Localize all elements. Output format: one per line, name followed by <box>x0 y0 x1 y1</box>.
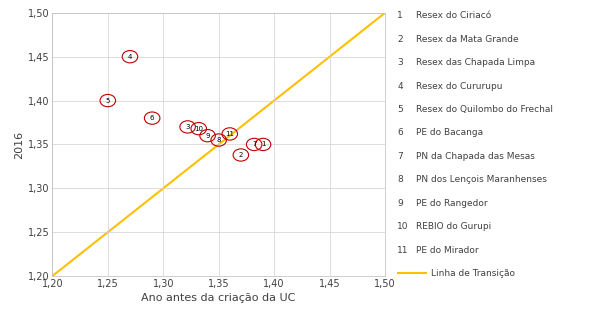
Text: 7: 7 <box>397 152 403 161</box>
Text: 3: 3 <box>185 124 190 130</box>
Text: Resex da Mata Grande: Resex da Mata Grande <box>416 35 519 44</box>
Text: 5: 5 <box>397 105 403 114</box>
Text: PE do Bacanga: PE do Bacanga <box>416 128 483 137</box>
X-axis label: Ano antes da criação da UC: Ano antes da criação da UC <box>142 293 296 303</box>
Text: 4: 4 <box>397 82 403 91</box>
Text: 10: 10 <box>397 222 409 231</box>
Text: 9: 9 <box>205 133 210 139</box>
Text: PE do Rangedor: PE do Rangedor <box>416 199 487 208</box>
Text: 4: 4 <box>128 54 132 60</box>
Text: Resex das Chapada Limpa: Resex das Chapada Limpa <box>416 58 535 67</box>
Text: Resex do Cururupu: Resex do Cururupu <box>416 82 502 91</box>
Text: REBIO do Gurupi: REBIO do Gurupi <box>416 222 491 231</box>
Y-axis label: 2016: 2016 <box>14 130 23 159</box>
Text: PN da Chapada das Mesas: PN da Chapada das Mesas <box>416 152 535 161</box>
Text: 8: 8 <box>216 137 221 143</box>
Text: 2: 2 <box>238 152 243 158</box>
Text: 3: 3 <box>397 58 403 67</box>
Text: 9: 9 <box>397 199 403 208</box>
Text: 10: 10 <box>194 126 203 132</box>
Text: Resex do Quilombo do Frechal: Resex do Quilombo do Frechal <box>416 105 553 114</box>
Text: 6: 6 <box>397 128 403 137</box>
Text: 6: 6 <box>150 115 155 121</box>
Text: 2: 2 <box>397 35 403 44</box>
Text: PE do Mirador: PE do Mirador <box>416 246 479 255</box>
Text: 11: 11 <box>397 246 409 255</box>
Text: 5: 5 <box>105 98 110 104</box>
Text: Linha de Transição: Linha de Transição <box>431 269 515 278</box>
Text: PN dos Lençois Maranhenses: PN dos Lençois Maranhenses <box>416 175 546 184</box>
Text: 7: 7 <box>252 142 256 147</box>
Text: 8: 8 <box>397 175 403 184</box>
Text: Resex do Ciriacó: Resex do Ciriacó <box>416 11 491 20</box>
Text: 1: 1 <box>397 11 403 20</box>
Text: 1: 1 <box>261 142 265 147</box>
Text: 11: 11 <box>225 131 234 137</box>
